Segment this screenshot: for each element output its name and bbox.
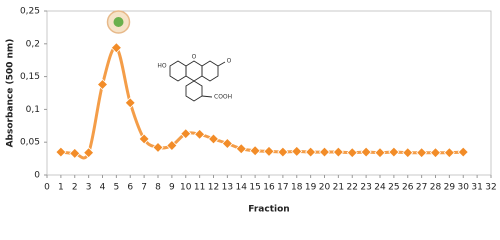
x-tick-label: 11	[194, 183, 205, 193]
data-point	[374, 147, 386, 159]
data-point	[263, 145, 275, 157]
data-point	[55, 146, 67, 158]
series-line	[60, 46, 464, 160]
data-point	[138, 133, 150, 145]
data-point	[194, 128, 206, 140]
annotation: COOH	[214, 94, 232, 101]
x-tick-label: 25	[388, 183, 399, 193]
data-point	[249, 145, 261, 157]
x-tick-label: 9	[169, 183, 175, 193]
x-tick-label: 4	[100, 183, 106, 193]
data-point	[152, 141, 164, 154]
x-tick-label: 3	[86, 183, 92, 193]
x-tick-label: 14	[236, 183, 248, 193]
x-tick-label: 20	[319, 183, 331, 193]
x-tick-label: 24	[374, 183, 386, 193]
x-tick-label: 15	[249, 183, 260, 193]
annotation: O	[192, 54, 197, 61]
x-tick-label: 19	[305, 183, 317, 193]
y-tick-label: 0,2	[26, 39, 40, 49]
x-tick-label: 18	[291, 183, 303, 193]
y-tick-label: 0,05	[20, 138, 40, 148]
data-point	[305, 146, 317, 158]
data-point	[166, 139, 178, 152]
annotation: O	[227, 58, 232, 65]
chart: HO O O COOH Fraction Absorbance (500 nm)…	[6, 7, 497, 215]
data-point	[346, 147, 358, 159]
x-tick-label: 30	[458, 183, 470, 193]
data-point	[416, 147, 428, 159]
x-tick-label: 32	[485, 183, 496, 193]
data-point	[235, 143, 247, 155]
x-tick-label: 0	[44, 183, 50, 193]
data-point	[388, 146, 400, 158]
y-tick-label: 0	[34, 171, 40, 181]
x-tick-label: 13	[222, 183, 233, 193]
x-tick-label: 16	[263, 183, 275, 193]
x-tick-label: 7	[141, 183, 147, 193]
x-tick-label: 21	[333, 183, 344, 193]
data-point	[69, 147, 81, 159]
peak-highlight	[106, 10, 131, 34]
x-tick-label: 27	[416, 183, 427, 193]
data-point	[83, 147, 95, 159]
x-tick-label: 5	[114, 183, 120, 193]
x-tick-label: 29	[444, 183, 456, 193]
structure	[169, 60, 226, 102]
data-point	[429, 147, 442, 159]
x-tick-label: 8	[155, 183, 161, 193]
x-tick-label: 31	[471, 183, 482, 193]
x-tick-label: 17	[277, 183, 288, 193]
data-point	[96, 78, 109, 91]
data-point	[277, 146, 289, 158]
x-tick-label: 26	[402, 183, 414, 193]
x-tick-label: 22	[347, 183, 358, 193]
annotation: HO	[157, 63, 167, 70]
data-point	[207, 133, 220, 145]
y-tick-label: 0,1	[26, 105, 40, 115]
data-point	[291, 145, 303, 157]
data-point	[360, 146, 372, 158]
x-tick-label: 23	[360, 183, 371, 193]
data-point	[110, 42, 122, 54]
y-tick-label: 0,15	[20, 72, 40, 82]
data-point	[124, 97, 136, 109]
data-point	[332, 146, 344, 158]
x-tick-label: 28	[430, 183, 442, 193]
x-tick-label: 1	[58, 183, 64, 193]
data-point	[318, 146, 331, 158]
x-tick-label: 6	[127, 183, 133, 193]
x-axis-title: Fraction	[248, 205, 289, 215]
data-point	[443, 147, 455, 159]
y-tick-label: 0,25	[20, 7, 40, 17]
data-point	[221, 137, 233, 150]
y-axis-title: Absorbance (500 nm)	[6, 39, 16, 148]
x-tick-label: 12	[208, 183, 219, 193]
data-point	[180, 128, 192, 140]
x-tick-label: 10	[180, 183, 192, 193]
data-point	[402, 147, 414, 159]
x-tick-label: 2	[72, 183, 78, 193]
data-point	[457, 146, 469, 158]
